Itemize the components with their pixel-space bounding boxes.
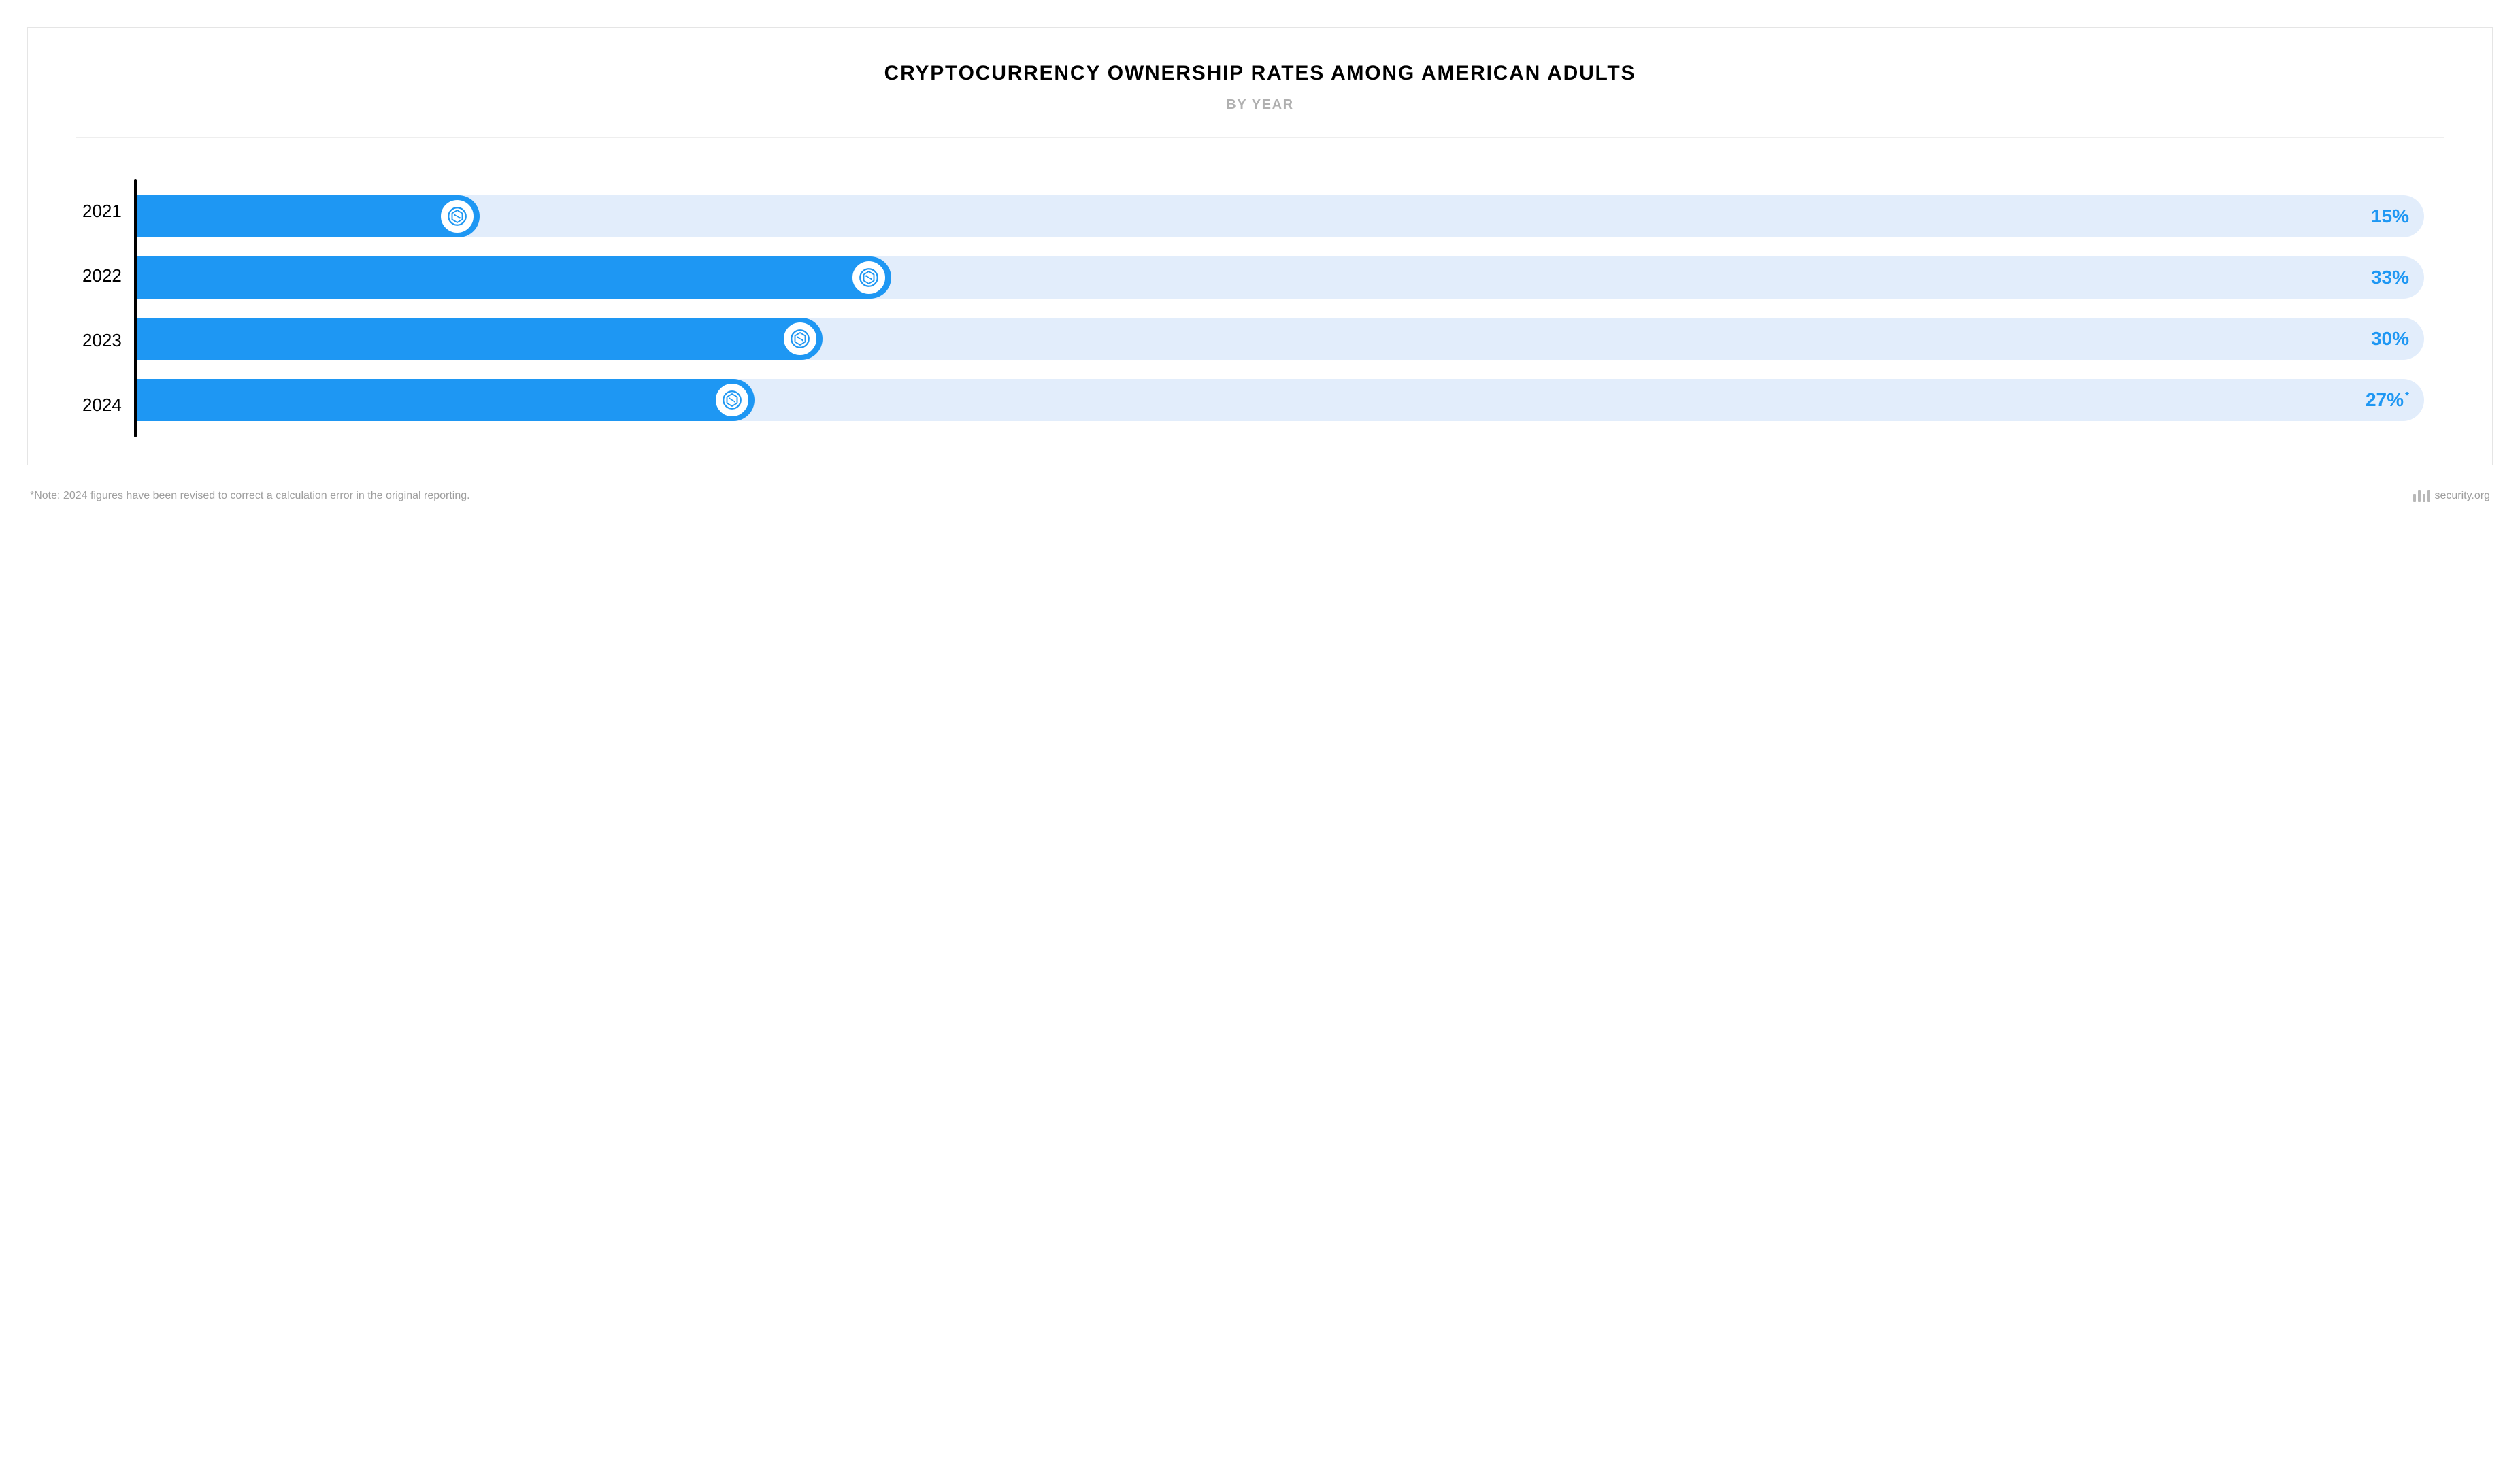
brand-attribution: security.org bbox=[2413, 490, 2490, 502]
card-footer: *Note: 2024 figures have been revised to… bbox=[27, 490, 2493, 502]
y-label: 2022 bbox=[82, 255, 122, 297]
footnote-text: *Note: 2024 figures have been revised to… bbox=[30, 490, 470, 502]
bar-fill bbox=[137, 256, 892, 299]
coin-icon bbox=[850, 259, 887, 296]
brand-text: security.org bbox=[2434, 490, 2490, 502]
y-label: 2023 bbox=[82, 320, 122, 362]
bars-container: 15% 33% 30% bbox=[137, 179, 2424, 437]
coin-icon bbox=[714, 382, 750, 418]
bar-chart: 2021 2022 2023 2024 15% bbox=[76, 179, 2444, 437]
bar-row: 15% bbox=[137, 195, 2424, 237]
chart-title: CRYPTOCURRENCY OWNERSHIP RATES AMONG AME… bbox=[76, 62, 2444, 85]
bar-value: 30% bbox=[2371, 328, 2409, 350]
title-divider bbox=[76, 137, 2444, 138]
chart-subtitle: BY YEAR bbox=[76, 97, 2444, 113]
bar-value: 33% bbox=[2371, 267, 2409, 288]
bar-value: 15% bbox=[2371, 205, 2409, 227]
bar-fill bbox=[137, 195, 480, 237]
brand-bars-icon bbox=[2413, 490, 2430, 502]
bar-fill bbox=[137, 379, 755, 421]
bar-row: 30% bbox=[137, 318, 2424, 360]
coin-icon bbox=[782, 320, 818, 357]
coin-icon bbox=[439, 198, 476, 235]
bar-value: 27%* bbox=[2366, 389, 2409, 411]
y-label: 2024 bbox=[82, 384, 122, 427]
bar-row: 27%* bbox=[137, 379, 2424, 421]
y-label: 2021 bbox=[82, 190, 122, 233]
bar-row: 33% bbox=[137, 256, 2424, 299]
bar-fill bbox=[137, 318, 823, 360]
y-axis-labels: 2021 2022 2023 2024 bbox=[82, 179, 134, 437]
chart-card: CRYPTOCURRENCY OWNERSHIP RATES AMONG AME… bbox=[27, 27, 2493, 465]
